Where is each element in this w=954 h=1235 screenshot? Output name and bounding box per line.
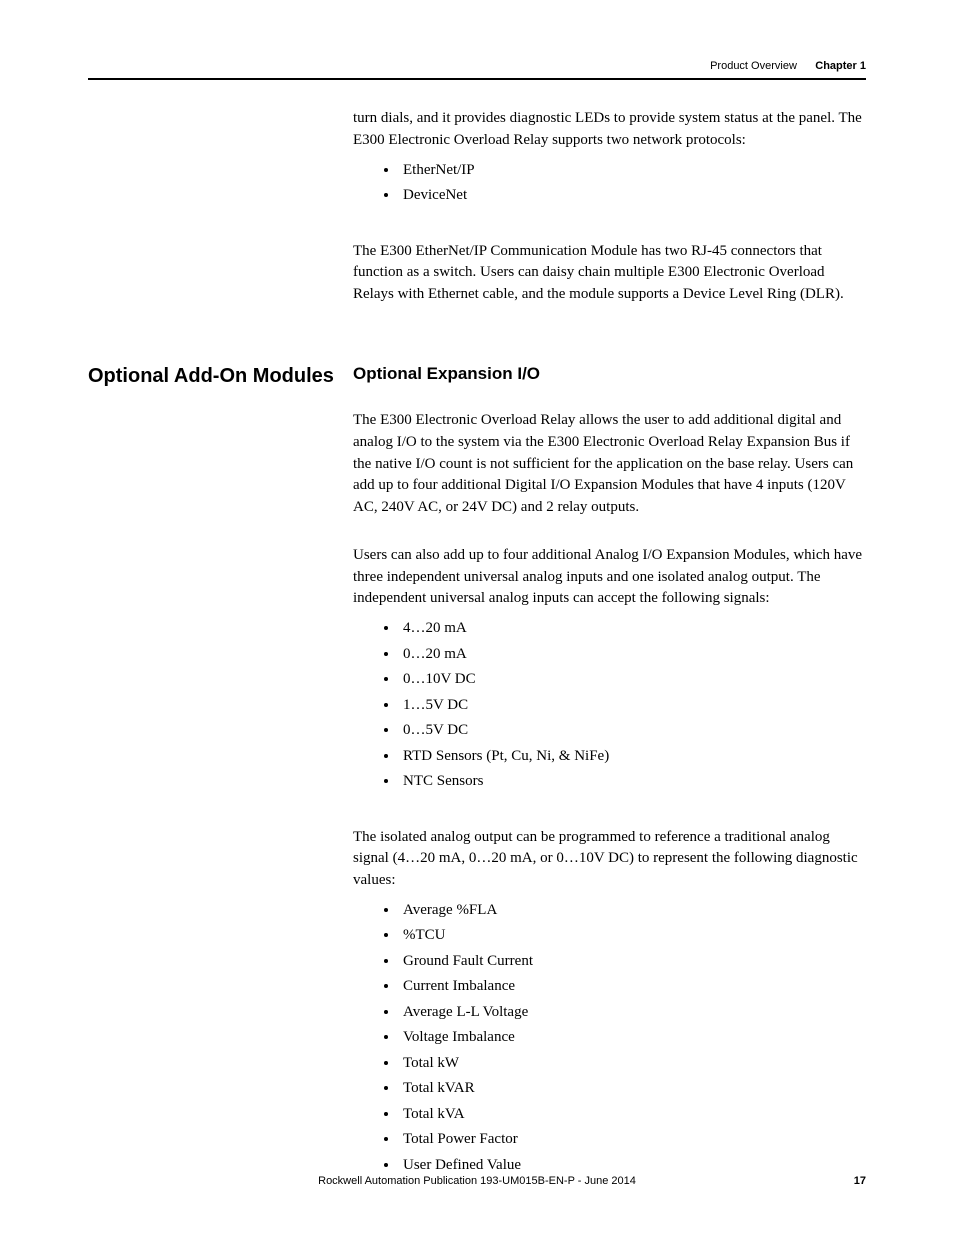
diagnostics-list: Average %FLA %TCU Ground Fault Current C… xyxy=(399,898,866,1179)
protocol-list: EtherNet/IP DeviceNet xyxy=(399,158,866,209)
addons-para3: The isolated analog output can be progra… xyxy=(353,827,866,892)
list-item: Total kW xyxy=(399,1051,866,1077)
addons-para2: Users can also add up to four additional… xyxy=(353,545,866,610)
addons-subheading: Optional Expansion I/O xyxy=(353,364,866,384)
header-rule xyxy=(88,78,866,80)
list-item: 4…20 mA xyxy=(399,616,866,642)
page-header: Product Overview Chapter 1 xyxy=(710,60,866,72)
list-item: 0…20 mA xyxy=(399,642,866,668)
list-item: 1…5V DC xyxy=(399,693,866,719)
addons-para1: The E300 Electronic Overload Relay allow… xyxy=(353,410,866,519)
signals-list: 4…20 mA 0…20 mA 0…10V DC 1…5V DC 0…5V DC… xyxy=(399,616,866,795)
footer-page-number: 17 xyxy=(826,1175,866,1187)
intro-para1: turn dials, and it provides diagnostic L… xyxy=(353,108,866,152)
list-item: Total Power Factor xyxy=(399,1127,866,1153)
list-item: Average %FLA xyxy=(399,898,866,924)
list-item: EtherNet/IP xyxy=(399,158,866,184)
list-item: 0…10V DC xyxy=(399,667,866,693)
page-footer: Rockwell Automation Publication 193-UM01… xyxy=(88,1175,866,1187)
list-item: RTD Sensors (Pt, Cu, Ni, & NiFe) xyxy=(399,744,866,770)
list-item: Voltage Imbalance xyxy=(399,1025,866,1051)
header-chapter: Chapter 1 xyxy=(815,60,866,72)
list-item: NTC Sensors xyxy=(399,769,866,795)
page-content: turn dials, and it provides diagnostic L… xyxy=(88,108,866,1184)
addons-heading: Optional Add-On Modules xyxy=(88,364,353,388)
list-item: Average L-L Voltage xyxy=(399,1000,866,1026)
list-item: DeviceNet xyxy=(399,183,866,209)
list-item: Total kVAR xyxy=(399,1076,866,1102)
list-item: %TCU xyxy=(399,923,866,949)
list-item: Total kVA xyxy=(399,1102,866,1128)
list-item: Ground Fault Current xyxy=(399,949,866,975)
footer-publication: Rockwell Automation Publication 193-UM01… xyxy=(128,1175,826,1187)
list-item: Current Imbalance xyxy=(399,974,866,1000)
intro-para2: The E300 EtherNet/IP Communication Modul… xyxy=(353,241,866,306)
list-item: 0…5V DC xyxy=(399,718,866,744)
header-section: Product Overview xyxy=(710,60,797,72)
